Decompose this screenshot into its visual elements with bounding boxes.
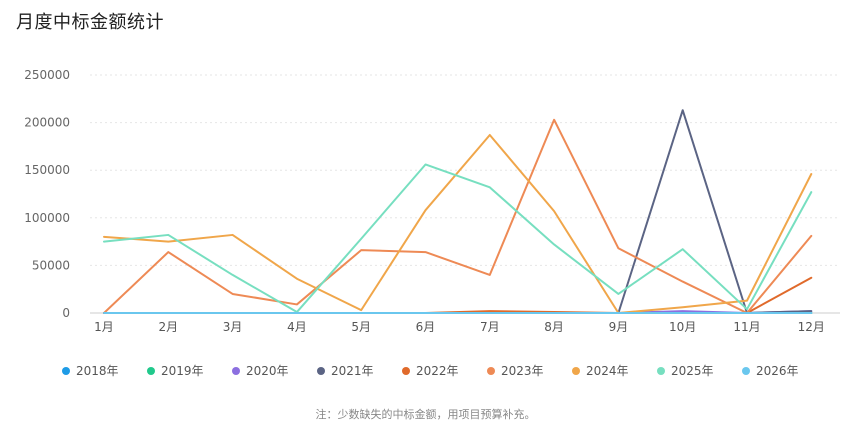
series-line-2022年 [103,276,813,314]
legend-dot-icon [147,366,155,375]
x-tick-label: 5月 [351,320,371,334]
y-tick-label: 150000 [24,163,70,177]
footnote: 注：少数缺失的中标金额，用项目预算补充。 [315,408,536,421]
legend-label: 2022年 [416,364,459,378]
x-tick-label: 7月 [480,320,500,334]
legend-dot-icon [62,366,70,375]
x-tick-label: 12月 [798,320,825,334]
legend-dot-icon [742,366,750,375]
line-chart: 0 50000 100000 150000 200000 250000 1月 2月 3月 4月 5月… [24,68,840,334]
x-tick-label: 2月 [158,320,178,334]
x-tick-label: 1月 [94,320,114,334]
x-tick-label: 8月 [544,320,564,334]
legend-dot-icon [657,366,665,375]
y-tick-label: 100000 [24,211,70,225]
x-tick-label: 3月 [223,320,243,334]
legend-label: 2018年 [76,364,119,378]
chart-legend: 2018年 2019年 2020年 2021年 2022年 2023年 2024年 2025年… [62,362,827,379]
x-tick-label: 9月 [609,320,629,334]
x-tick-label: 6月 [416,320,436,334]
legend-label: 2024年 [586,364,629,378]
legend-item[interactable]: 2018年 [62,362,147,379]
y-tick-label: 200000 [24,116,70,130]
legend-item[interactable]: 2024年 [572,362,657,379]
legend-dot-icon [487,366,495,375]
legend-item[interactable]: 2019年 [147,362,232,379]
legend-dot-icon [572,366,580,375]
series-line-2024年 [103,133,813,314]
legend-item[interactable]: 2021年 [317,362,402,379]
legend-label: 2021年 [331,364,374,378]
legend-item[interactable]: 2020年 [232,362,317,379]
legend-dot-icon [232,366,240,375]
series-line-2021年 [103,109,813,314]
legend-label: 2023年 [501,364,544,378]
y-tick-label: 50000 [32,258,70,272]
x-tick-label: 10月 [669,320,696,334]
legend-dot-icon [317,366,325,375]
series-line-2025年 [103,163,813,314]
legend-label: 2026年 [756,364,799,378]
legend-item[interactable]: 2022年 [402,362,487,379]
y-tick-label: 0 [62,306,70,320]
x-tick-label: 11月 [733,320,760,334]
y-tick-label: 250000 [24,68,70,82]
legend-item[interactable]: 2025年 [657,362,742,379]
legend-label: 2020年 [246,364,289,378]
legend-label: 2025年 [671,364,714,378]
legend-label: 2019年 [161,364,204,378]
legend-dot-icon [402,366,410,375]
legend-item[interactable]: 2026年 [742,362,827,379]
x-tick-label: 4月 [287,320,307,334]
chart-title: 月度中标金额统计 [16,12,164,33]
series-line-2023年 [103,118,813,314]
legend-item[interactable]: 2023年 [487,362,572,379]
